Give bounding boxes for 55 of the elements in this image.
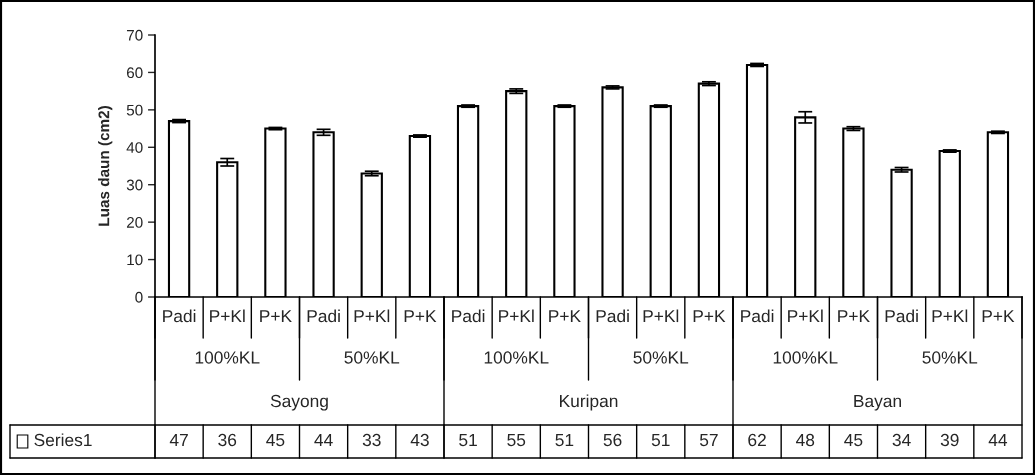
y-axis-title: Luas daun (cm2) bbox=[98, 106, 113, 226]
data-label: 45 bbox=[266, 434, 285, 447]
text: 50%KL bbox=[344, 351, 400, 364]
y-tick-label: 20 bbox=[126, 217, 143, 228]
x-tick-label: P+K bbox=[693, 310, 726, 323]
x-tick-label: Padi bbox=[885, 309, 918, 323]
data-label: 51 bbox=[459, 434, 477, 447]
text: 100%KL bbox=[773, 351, 838, 364]
x-tick-label: Padi bbox=[307, 309, 340, 323]
text: 50%KL bbox=[633, 351, 689, 364]
data-label: 43 bbox=[410, 433, 429, 447]
data-label: 44 bbox=[314, 434, 333, 446]
x-tick-label: Padi bbox=[596, 309, 629, 323]
text: 50%KL bbox=[922, 351, 978, 364]
data-label: 51 bbox=[651, 434, 670, 447]
data-label: 51 bbox=[555, 434, 574, 447]
y-tick-label: 30 bbox=[126, 179, 143, 191]
text: Kuripan bbox=[560, 394, 618, 411]
data-label: 39 bbox=[940, 433, 959, 447]
y-tick-label: 60 bbox=[126, 67, 143, 79]
data-label: 36 bbox=[218, 433, 237, 447]
legend-label: Series1 bbox=[34, 433, 92, 447]
data-label: 33 bbox=[362, 433, 381, 447]
x-tick-label: P+Kl bbox=[210, 309, 245, 323]
text: 100%KL bbox=[195, 351, 260, 364]
x-tick-label: P+Kl bbox=[354, 309, 390, 323]
text: Sayong bbox=[270, 394, 328, 411]
y-tick-label: 10 bbox=[127, 254, 143, 266]
x-tick-label: P+K bbox=[982, 310, 1015, 323]
x-tick-label: P+Kl bbox=[499, 309, 534, 323]
x-tick-label: P+Kl bbox=[643, 309, 679, 323]
x-tick-label: P+K bbox=[549, 310, 581, 323]
x-tick-label: P+K bbox=[404, 310, 437, 323]
x-tick-label: Padi bbox=[163, 309, 196, 323]
data-label: 55 bbox=[507, 434, 526, 447]
y-tick-label: 40 bbox=[126, 142, 143, 153]
y-tick-label: 50 bbox=[126, 104, 143, 116]
x-tick-label: P+K bbox=[260, 310, 292, 323]
data-label: 44 bbox=[988, 434, 1008, 446]
data-label: 47 bbox=[169, 434, 188, 446]
x-tick-label: Padi bbox=[741, 309, 774, 323]
data-label: 34 bbox=[892, 433, 911, 447]
x-tick-label: P+Kl bbox=[788, 309, 823, 323]
data-label: 62 bbox=[748, 433, 766, 447]
data-label: 57 bbox=[699, 434, 718, 447]
x-tick-label: P+K bbox=[838, 310, 870, 323]
y-tick-label: 70 bbox=[126, 29, 143, 41]
x-tick-label: P+Kl bbox=[932, 309, 968, 323]
y-tick-label: 0 bbox=[135, 291, 143, 303]
text: Bayan bbox=[854, 395, 901, 411]
data-label: 45 bbox=[844, 434, 863, 447]
data-label: 56 bbox=[603, 433, 622, 447]
data-label: 48 bbox=[795, 433, 815, 447]
text: 100%KL bbox=[484, 351, 549, 364]
x-tick-label: Padi bbox=[452, 309, 485, 323]
